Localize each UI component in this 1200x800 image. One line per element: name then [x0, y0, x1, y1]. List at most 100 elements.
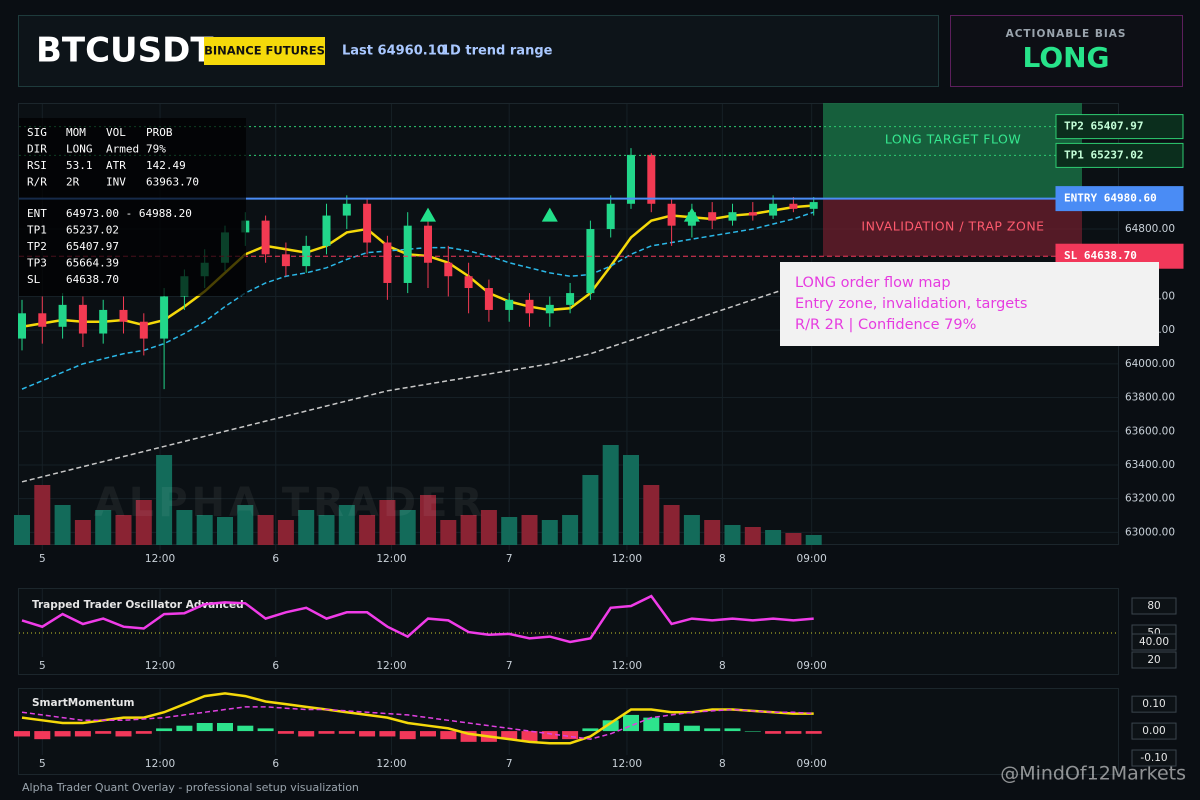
- level-label: SL 64638.70: [1064, 249, 1137, 262]
- y-tick-label: 63200.00: [1125, 493, 1175, 505]
- annotation-line: LONG order flow map: [795, 275, 951, 291]
- level-tag: [1055, 142, 1184, 168]
- volume-bar: [379, 500, 396, 545]
- volume-bar: [785, 533, 802, 545]
- candle-body: [78, 304, 87, 334]
- x-tick-label: 12:00: [145, 660, 175, 672]
- candle-body: [18, 313, 26, 339]
- y-tick-label: 63800.00: [1125, 392, 1175, 404]
- candle-body: [769, 203, 778, 216]
- candle-body: [545, 304, 554, 314]
- candle-body: [99, 309, 108, 334]
- candle-body: [261, 220, 270, 255]
- annotation-line: R/R 2R | Confidence 79%: [795, 317, 976, 333]
- tick-box: [1131, 722, 1177, 740]
- momentum-line: [21, 692, 814, 745]
- y-tick-label: 63000.00: [1125, 526, 1175, 538]
- tick-box: [1131, 749, 1177, 767]
- info-cell: RSI: [27, 159, 47, 172]
- footer: Alpha Trader Quant Overlay - professiona…: [22, 781, 359, 794]
- x-tick-label: 6: [272, 553, 279, 565]
- volume-bar: [704, 520, 721, 545]
- bias-box: [950, 15, 1183, 87]
- info-cell: Armed: [106, 143, 139, 156]
- annotation-line: Entry zone, invalidation, targets: [795, 296, 1027, 312]
- level-label: TP1 65237.02: [1064, 148, 1143, 161]
- x-tick-label: 5: [39, 660, 46, 672]
- momentum-bar: [663, 723, 680, 732]
- info-cell: 2R: [66, 176, 80, 189]
- candle-body: [302, 245, 311, 267]
- x-tick-label: 12:00: [145, 553, 175, 565]
- info-cell: 53.1: [66, 159, 93, 172]
- signal-marker: [420, 207, 436, 222]
- volume-bar: [501, 517, 518, 545]
- momentum-bar: [744, 731, 761, 732]
- last-price: Last 64960.10: [342, 44, 446, 59]
- momentum-bar: [440, 731, 457, 740]
- panel-title: Trapped Trader Oscillator Advanced: [32, 599, 244, 611]
- info-cell: R/R: [27, 176, 47, 189]
- info-level: 64638.70: [66, 273, 119, 286]
- momentum-bar: [602, 720, 619, 732]
- momentum-bar: [135, 731, 152, 734]
- y-tick-label: -0.10: [1140, 752, 1167, 764]
- momentum-bar: [765, 731, 782, 734]
- volume-bar: [440, 520, 457, 545]
- badge-bg: [204, 37, 325, 65]
- candle-body: [160, 296, 169, 339]
- tick-box: [1131, 651, 1177, 669]
- momentum-bar: [115, 731, 132, 737]
- moving-average: [21, 204, 814, 329]
- volume-bar: [805, 535, 822, 545]
- x-tick-label: 09:00: [797, 553, 827, 565]
- moving-average: [21, 211, 814, 390]
- momentum-bar: [643, 717, 660, 732]
- zone: [823, 103, 1082, 199]
- info-level: 65407.97: [66, 240, 119, 253]
- x-tick-label: 12:00: [612, 758, 642, 770]
- candle-body: [424, 225, 432, 263]
- volume-bar: [338, 505, 355, 545]
- candle-body: [789, 203, 798, 209]
- volume-bar: [541, 520, 558, 545]
- candle-body: [383, 242, 392, 283]
- level-tag: [1055, 186, 1184, 212]
- momentum-bar: [196, 723, 213, 732]
- candle-body: [525, 299, 534, 314]
- volume-bar: [95, 510, 112, 545]
- momentum-bar: [338, 731, 355, 734]
- x-tick-label: 8: [719, 758, 726, 770]
- y-tick-label: 63400.00: [1125, 459, 1175, 471]
- candle-body: [505, 299, 514, 310]
- signal-marker: [683, 207, 700, 222]
- candle-body: [119, 309, 128, 322]
- momentum-bar: [217, 723, 233, 732]
- momentum-bar: [359, 731, 376, 737]
- candle-body: [647, 154, 656, 204]
- symbol: BTCUSDT: [36, 31, 214, 71]
- momentum-bar: [257, 728, 274, 732]
- x-tick-label: 7: [506, 553, 513, 565]
- volume-bar: [34, 485, 51, 545]
- momentum-bar: [156, 728, 173, 732]
- candle-body: [58, 304, 67, 327]
- info-level: 65237.02: [66, 224, 119, 237]
- momentum-bar: [521, 731, 538, 742]
- volume-bar: [663, 505, 680, 545]
- momentum-bar: [54, 731, 71, 737]
- x-tick-label: 6: [272, 758, 279, 770]
- info-cell: 79%: [146, 143, 166, 156]
- volume-bar: [460, 515, 477, 545]
- credit: @MindOf12Markets: [1000, 763, 1186, 785]
- info-level: TP1: [27, 224, 47, 237]
- candle-body: [281, 254, 290, 267]
- y-tick-label: 64800.00: [1125, 223, 1175, 235]
- info-cell: SIG: [27, 126, 47, 139]
- volume-bar: [623, 455, 639, 545]
- volume-bar: [298, 510, 315, 545]
- candle-body: [809, 202, 818, 209]
- candle-body: [403, 225, 412, 283]
